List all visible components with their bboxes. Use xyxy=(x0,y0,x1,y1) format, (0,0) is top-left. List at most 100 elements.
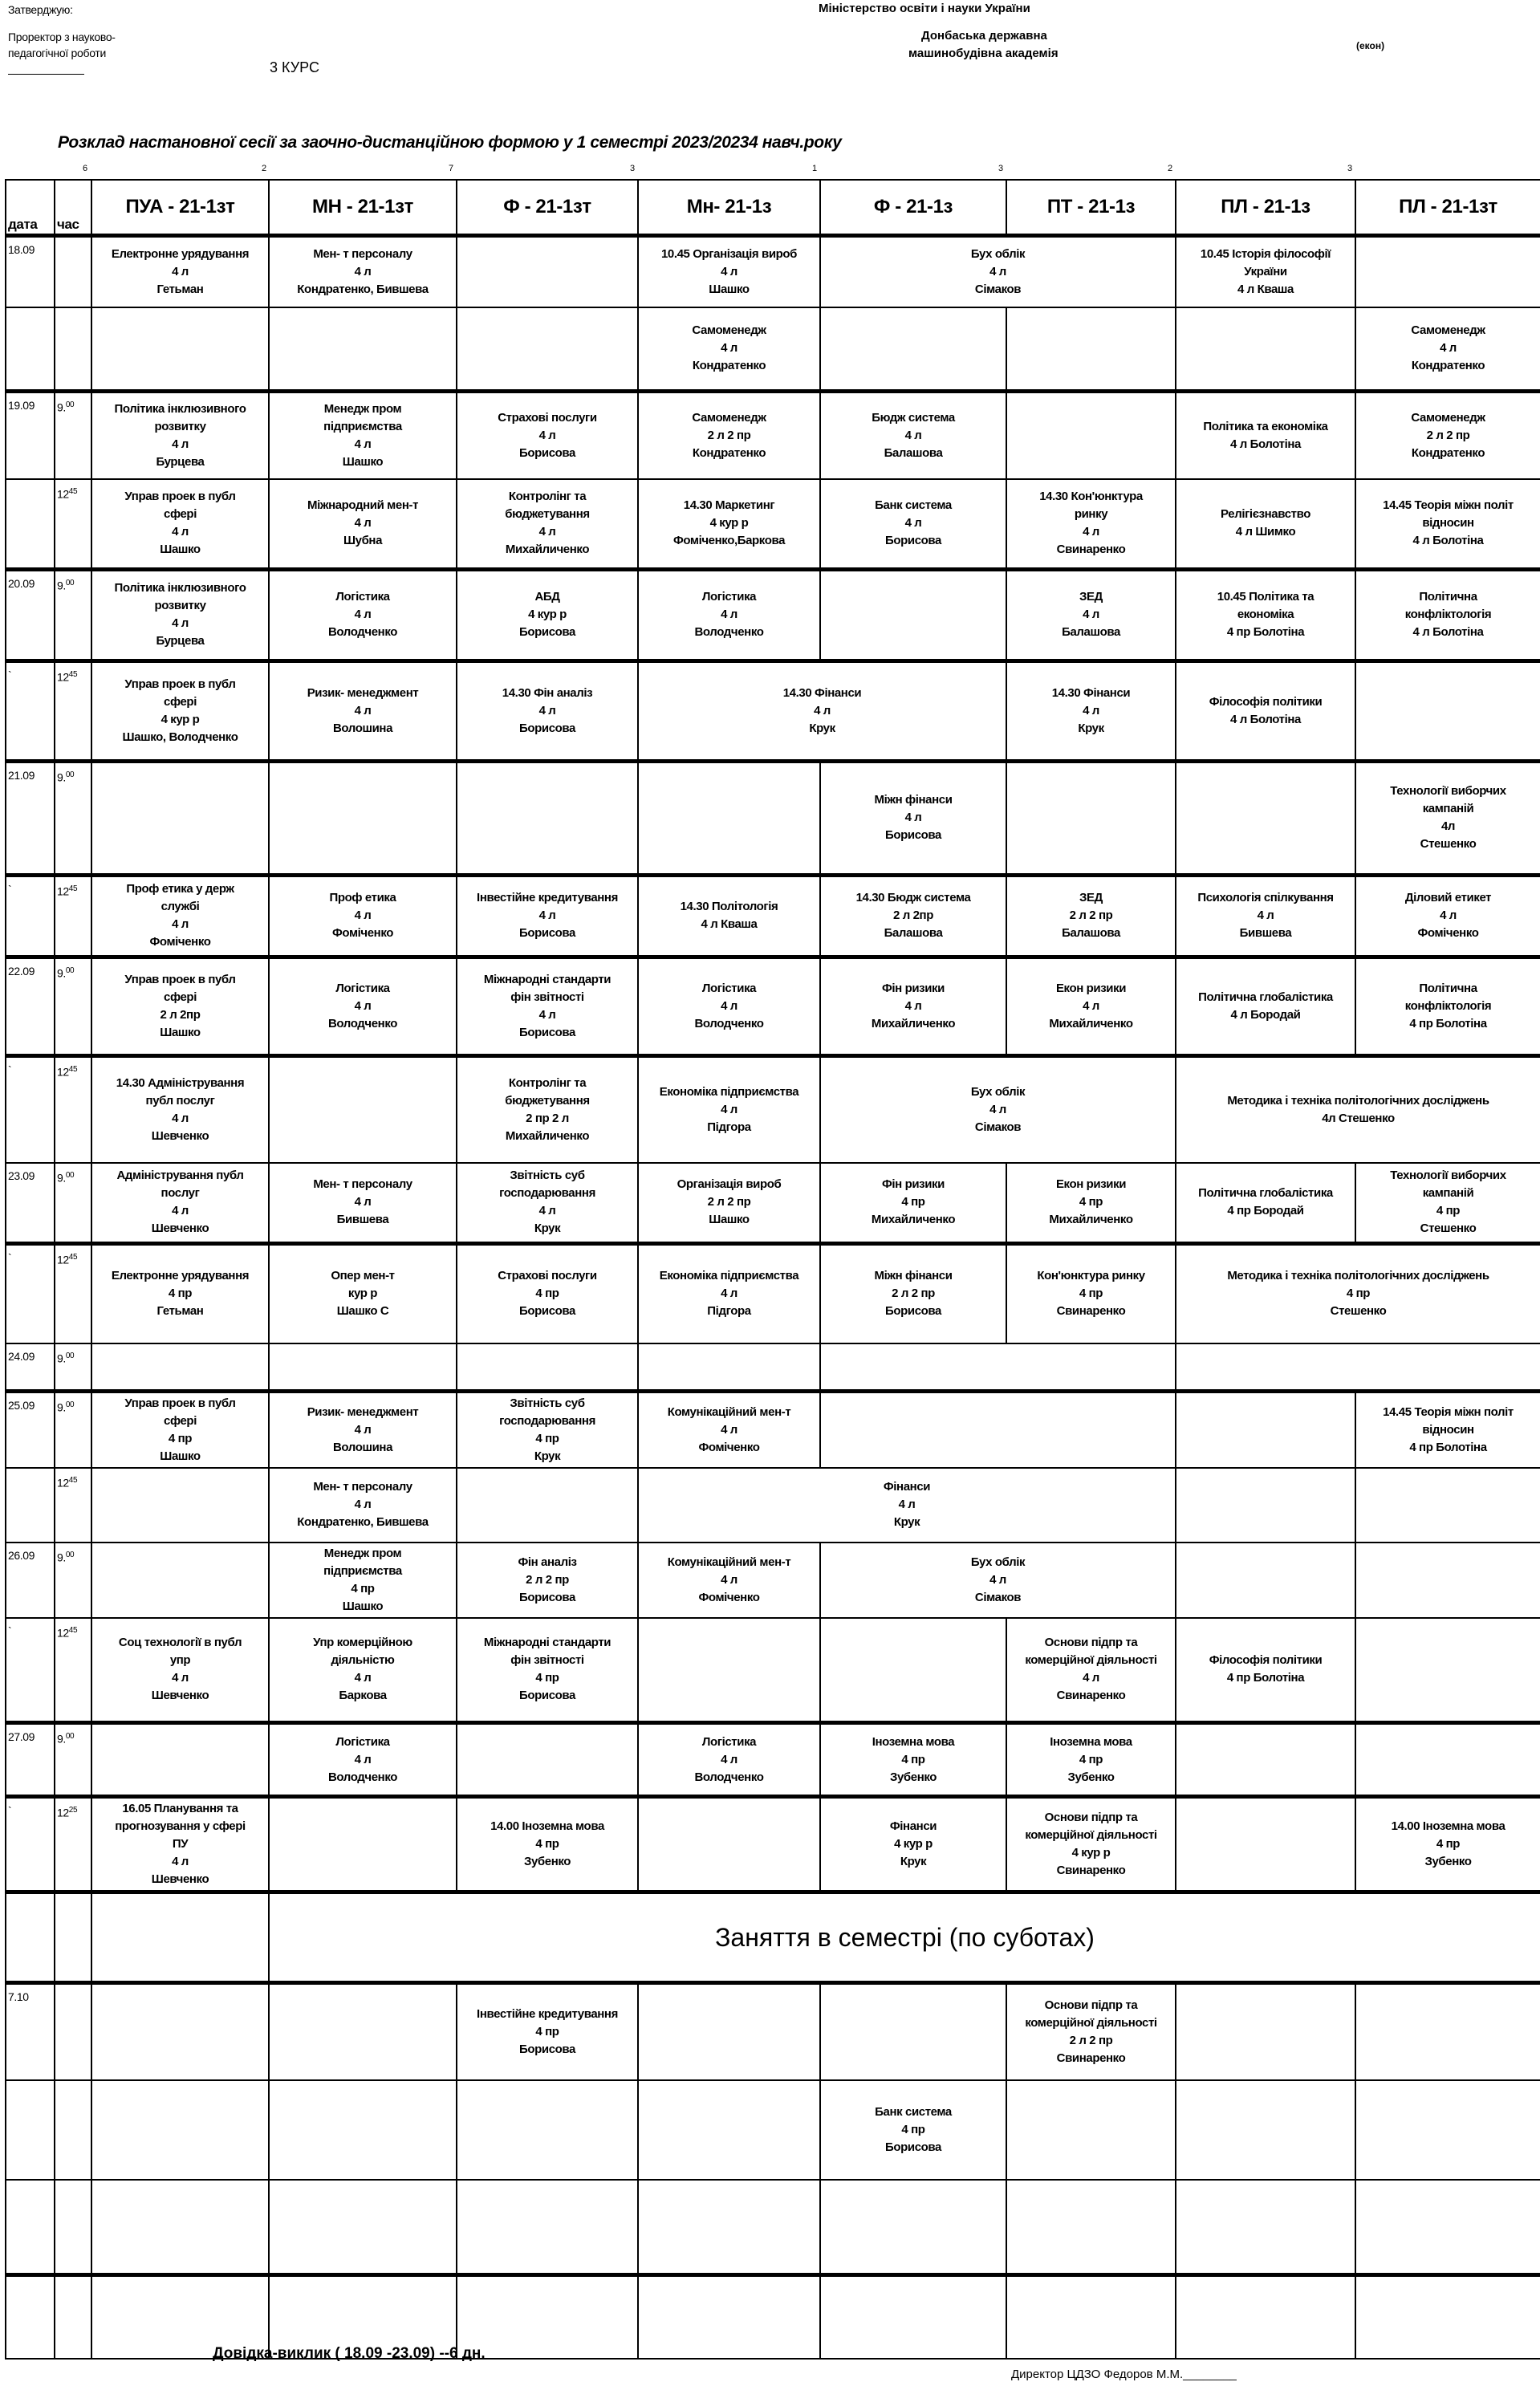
time-hour: 9. xyxy=(57,966,66,980)
date-cell: ` xyxy=(5,1241,55,1344)
lesson-cell: Ризик- менеджмент 4 л Волошина xyxy=(268,1388,457,1469)
empty-cell xyxy=(268,1795,457,1893)
lesson-cell: Проф етика у держ службі 4 л Фоміченко xyxy=(91,872,270,957)
empty-cell xyxy=(1355,658,1540,762)
lesson-cell: 14.30 Політологія 4 л Кваша xyxy=(637,872,821,957)
empty-cell xyxy=(91,1541,270,1619)
time-minutes: 45 xyxy=(68,669,78,679)
time-minutes: 25 xyxy=(68,1806,78,1815)
empty-cell xyxy=(1355,1721,1540,1798)
schedule-row: ` 1225 16.05 Планування та прогнозування у… xyxy=(5,1795,1540,1893)
empty-cell xyxy=(91,1466,270,1543)
time-minutes: 45 xyxy=(68,884,78,893)
empty-cell xyxy=(91,758,270,876)
time-cell: 9.00 xyxy=(54,1162,92,1244)
empty-cell xyxy=(1006,307,1176,392)
empty-cell xyxy=(91,1890,270,1984)
schedule-row: 22.09 9.00 Управ проек в публ сфері 2 л 2п… xyxy=(5,954,1540,1056)
empty-cell xyxy=(91,1981,270,2081)
column-count: 7 xyxy=(449,164,454,173)
empty-cell xyxy=(819,2178,1007,2276)
lesson-cell-merged xyxy=(819,1343,1176,1392)
lesson-cell-merged: Бух облік 4 л Сімаков xyxy=(819,1053,1176,1164)
lesson-cell: Економіка підприємства 4 л Підгора xyxy=(637,1053,821,1164)
date-cell: 21.09 xyxy=(5,758,55,876)
date-cell: 26.09 xyxy=(5,1541,55,1619)
schedule-row xyxy=(5,2178,1540,2276)
column-count: 2 xyxy=(262,164,267,173)
lesson-cell: 10.45 Історія філософії України 4 л Кваш… xyxy=(1175,233,1356,308)
lesson-cell: 16.05 Планування та прогнозування у сфер… xyxy=(91,1795,270,1893)
date-cell xyxy=(5,478,55,570)
lesson-cell: Логістика 4 л Володченко xyxy=(637,567,821,661)
date-cell: 24.09 xyxy=(5,1343,55,1392)
empty-cell xyxy=(1175,758,1356,876)
schedule-row: Заняття в семестрі (по суботах) xyxy=(5,1890,1540,1984)
time-cell: 1245 xyxy=(54,1466,92,1543)
time-cell: 1245 xyxy=(54,872,92,957)
time-cell: 9.00 xyxy=(54,567,92,661)
lesson-cell: 14.30 Фінанси 4 л Крук xyxy=(1006,658,1176,762)
lesson-cell: Фін ризики 4 л Михайличенко xyxy=(819,954,1007,1056)
empty-cell xyxy=(456,1721,639,1798)
empty-cell xyxy=(637,2178,821,2276)
group-header: ПТ - 21-1з xyxy=(1006,179,1176,236)
date-cell: 18.09 xyxy=(5,233,55,308)
lesson-cell: Основи підпр та комерційної діяльності 4… xyxy=(1006,1795,1176,1893)
lesson-cell: 14.45 Теорія міжн політ відносин 4 пр Бо… xyxy=(1355,1388,1540,1469)
lesson-cell: Контролінг та бюджетування 4 л Михайличе… xyxy=(456,478,639,570)
schedule-row: 25.09 9.00 Управ проек в публ сфері 4 пр Ш… xyxy=(5,1388,1540,1469)
lesson-cell: Самоменедж 2 л 2 пр Кондратенко xyxy=(637,388,821,480)
time-hour: 12 xyxy=(57,1476,69,1490)
date-cell xyxy=(5,2178,55,2276)
empty-cell xyxy=(1175,2178,1356,2276)
time-hour: 9. xyxy=(57,1551,66,1564)
schedule-row: 27.09 9.00 Логістика 4 л Володченко Логісти… xyxy=(5,1721,1540,1798)
lesson-cell: Іноземна мова 4 пр Зубенко xyxy=(1006,1721,1176,1798)
lesson-cell: Політична конфліктологія 4 л Болотіна xyxy=(1355,567,1540,661)
lesson-cell: ЗЕД 4 л Балашова xyxy=(1006,567,1176,661)
group-header: Мн- 21-1з xyxy=(637,179,821,236)
time-minutes: 00 xyxy=(65,1732,75,1741)
ministry-label: Міністерство освіти і науки України xyxy=(819,2,1030,15)
date-cell: 25.09 xyxy=(5,1388,55,1469)
empty-cell xyxy=(456,2178,639,2276)
empty-cell xyxy=(1355,1981,1540,2081)
lesson-cell: Технології виборчих кампаній 4л Стешенко xyxy=(1355,758,1540,876)
lesson-cell: Філософія політики 4 л Болотіна xyxy=(1175,658,1356,762)
empty-cell xyxy=(268,2273,457,2360)
empty-cell xyxy=(819,1616,1007,1724)
empty-cell xyxy=(1006,2273,1176,2360)
time-hour: 9. xyxy=(57,1732,66,1746)
schedule-row: 21.09 9.00 Міжн фінанси 4 л Борисова Технол… xyxy=(5,758,1540,876)
time-hour: 12 xyxy=(57,487,69,501)
lesson-cell: Політична конфліктологія 4 пр Болотіна xyxy=(1355,954,1540,1056)
time-cell xyxy=(54,2178,92,2276)
time-cell: 1245 xyxy=(54,1053,92,1164)
time-cell: 1245 xyxy=(54,1616,92,1724)
lesson-cell: 14.45 Теорія міжн політ відносин 4 л Бол… xyxy=(1355,478,1540,570)
lesson-cell: 14.30 Кон'юнктура ринку 4 л Свинаренко xyxy=(1006,478,1176,570)
empty-cell xyxy=(1175,1466,1356,1543)
time-hour: 9. xyxy=(57,1352,66,1365)
group-header: Ф - 21-1зт xyxy=(456,179,639,236)
empty-cell xyxy=(637,1343,821,1392)
column-count: 3 xyxy=(998,164,1004,173)
time-hour: 9. xyxy=(57,1400,66,1414)
lesson-cell: Діловий етикет 4 л Фоміченко xyxy=(1355,872,1540,957)
lesson-cell: ЗЕД 2 л 2 пр Балашова xyxy=(1006,872,1176,957)
empty-cell xyxy=(637,758,821,876)
lesson-cell: Фін аналіз 2 л 2 пр Борисова xyxy=(456,1541,639,1619)
empty-cell xyxy=(1175,1795,1356,1893)
group-header: ПЛ - 21-1зт xyxy=(1355,179,1540,236)
empty-cell xyxy=(456,1466,639,1543)
lesson-cell: Логістика 4 л Володченко xyxy=(268,954,457,1056)
time-hour: 12 xyxy=(57,884,69,898)
empty-cell xyxy=(1175,307,1356,392)
lesson-cell: Звітність суб господарювання 4 пр Крук xyxy=(456,1388,639,1469)
lesson-cell: Політика інклюзивного розвитку 4 л Бурце… xyxy=(91,567,270,661)
lesson-cell: Опер мен-т кур р Шашко С xyxy=(268,1241,457,1344)
time-hour: 9. xyxy=(57,400,66,414)
director-signature: Директор ЦДЗО Федоров М.М.________ xyxy=(1011,2368,1237,2381)
lesson-cell: 14.30 Маркетинг 4 кур р Фоміченко,Барков… xyxy=(637,478,821,570)
